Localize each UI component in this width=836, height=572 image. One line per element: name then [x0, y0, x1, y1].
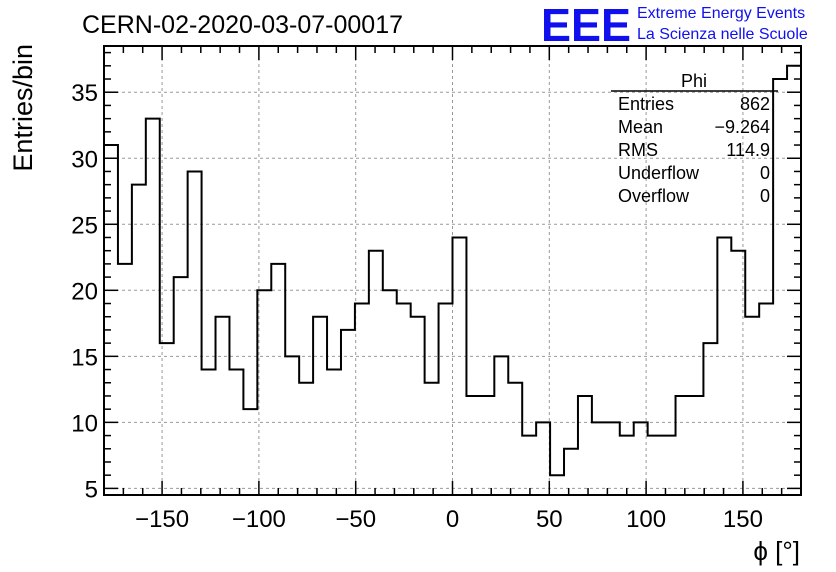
- y-tick-label: 35: [71, 80, 98, 107]
- x-tick-label: −100: [232, 506, 286, 533]
- y-axis-label: Entries/bin: [8, 44, 38, 172]
- y-tick-label: 15: [71, 344, 98, 371]
- logo-line2: La Scienza nelle Scuole: [637, 26, 808, 43]
- x-tick-label: −50: [335, 506, 376, 533]
- x-tick-label: 100: [626, 506, 666, 533]
- x-tick-label: −150: [135, 506, 189, 533]
- stats-value: −9.264: [714, 117, 770, 137]
- stats-label: Underflow: [618, 163, 700, 183]
- x-axis-label: ϕ [°]: [753, 536, 800, 566]
- eee-logo: EEE Extreme Energy Events La Scienza nel…: [541, 0, 808, 51]
- stats-value: 0: [760, 186, 770, 206]
- stats-label: Entries: [618, 94, 674, 114]
- y-tick-label: 20: [71, 278, 98, 305]
- x-tick-label: 150: [723, 506, 763, 533]
- logo-mark: EEE: [541, 0, 631, 51]
- axis-ticks: [103, 46, 802, 495]
- stats-name: Phi: [681, 71, 707, 91]
- chart-title: CERN-02-2020-03-07-00017: [82, 11, 403, 39]
- x-tick-labels: −150 −100 −50 0 50 100 150: [135, 506, 763, 533]
- stats-label: RMS: [618, 140, 658, 160]
- grid-lines: [104, 46, 801, 495]
- stats-label: Overflow: [618, 186, 690, 206]
- y-tick-label: 5: [85, 476, 98, 503]
- stats-box: Phi Entries 862 Mean −9.264 RMS 114.9 Un…: [611, 71, 778, 206]
- y-tick-label: 10: [71, 410, 98, 437]
- y-tick-labels: 5 10 15 20 25 30 35: [71, 80, 98, 503]
- x-tick-label: 0: [446, 506, 459, 533]
- stats-value: 114.9: [726, 140, 770, 160]
- y-tick-label: 30: [71, 146, 98, 173]
- x-tick-label: 50: [536, 506, 563, 533]
- logo-line1: Extreme Energy Events: [637, 5, 805, 22]
- y-tick-label: 25: [71, 212, 98, 239]
- histogram-outline: [104, 64, 801, 477]
- stats-value: 0: [760, 163, 770, 183]
- stats-label: Mean: [618, 117, 663, 137]
- stats-value: 862: [740, 94, 770, 114]
